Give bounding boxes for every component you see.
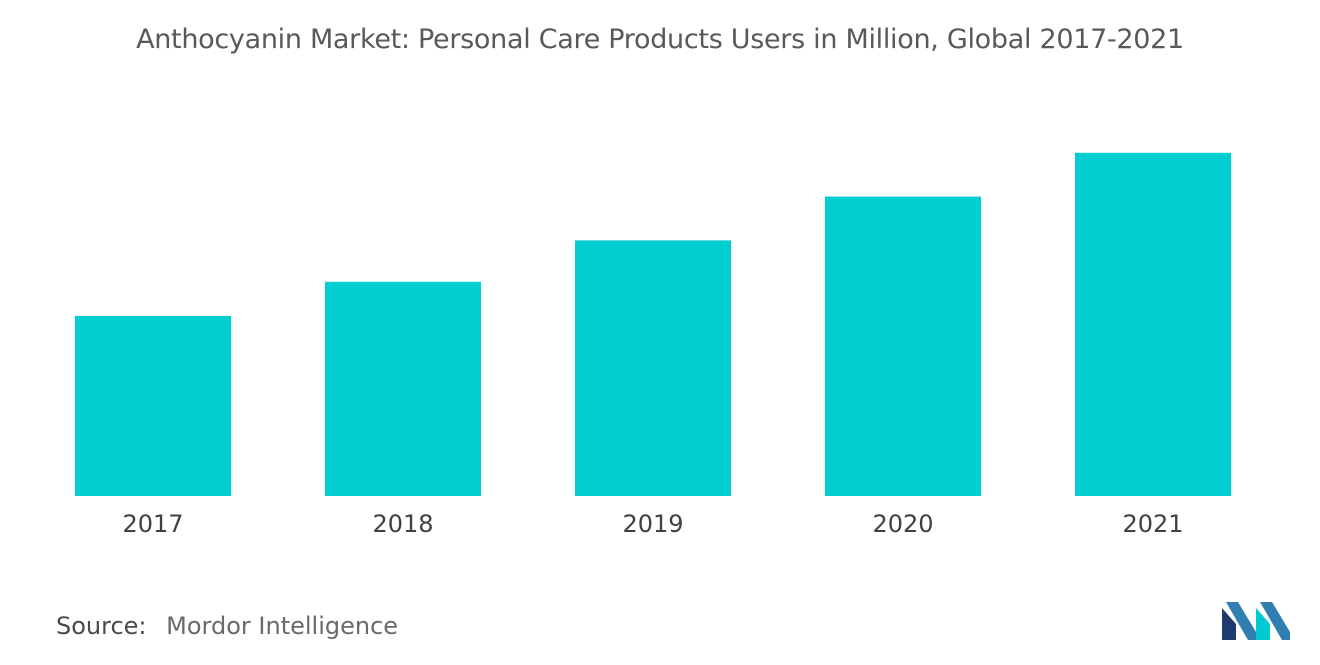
source-value: Mordor Intelligence <box>166 612 399 640</box>
logo-shape-right <box>1260 602 1290 640</box>
logo-shape-mid-left <box>1226 602 1256 640</box>
bar-2021 <box>1075 152 1231 497</box>
x-tick-label-2020: 2020 <box>872 510 933 538</box>
bar-2019 <box>575 240 731 496</box>
x-tick-label-2021: 2021 <box>1122 510 1183 538</box>
x-axis-labels: 2017 2018 2019 2020 2021 <box>122 510 1183 538</box>
source-label: Source: <box>56 612 147 640</box>
bar-2020 <box>825 196 981 496</box>
bars-group <box>75 152 1231 497</box>
x-tick-label-2018: 2018 <box>372 510 433 538</box>
logo-shape-left <box>1222 608 1236 640</box>
chart-title: Anthocyanin Market: Personal Care Produc… <box>136 24 1184 55</box>
x-tick-label-2019: 2019 <box>622 510 683 538</box>
bar-2017 <box>75 315 231 496</box>
logo-shape-mid-right <box>1256 608 1270 640</box>
bar-2018 <box>325 281 481 496</box>
x-tick-label-2017: 2017 <box>122 510 183 538</box>
source-note: Source: Mordor Intelligence <box>56 612 398 640</box>
mordor-intelligence-logo-icon <box>1222 602 1290 640</box>
